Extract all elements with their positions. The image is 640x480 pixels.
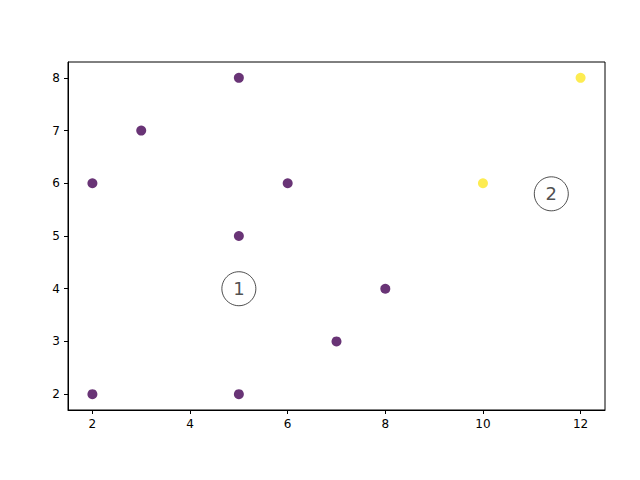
svg-text:4: 4: [52, 282, 60, 296]
svg-text:2: 2: [546, 183, 557, 204]
svg-text:1: 1: [233, 278, 244, 299]
svg-text:2: 2: [89, 417, 97, 431]
svg-text:3: 3: [52, 334, 60, 348]
svg-text:5: 5: [52, 229, 60, 243]
svg-text:6: 6: [284, 417, 292, 431]
svg-text:7: 7: [52, 124, 60, 138]
svg-text:6: 6: [52, 176, 60, 190]
svg-text:10: 10: [475, 417, 490, 431]
svg-text:8: 8: [381, 417, 389, 431]
svg-text:12: 12: [573, 417, 588, 431]
svg-text:2: 2: [52, 387, 60, 401]
svg-text:8: 8: [52, 71, 60, 85]
svg-text:4: 4: [186, 417, 194, 431]
